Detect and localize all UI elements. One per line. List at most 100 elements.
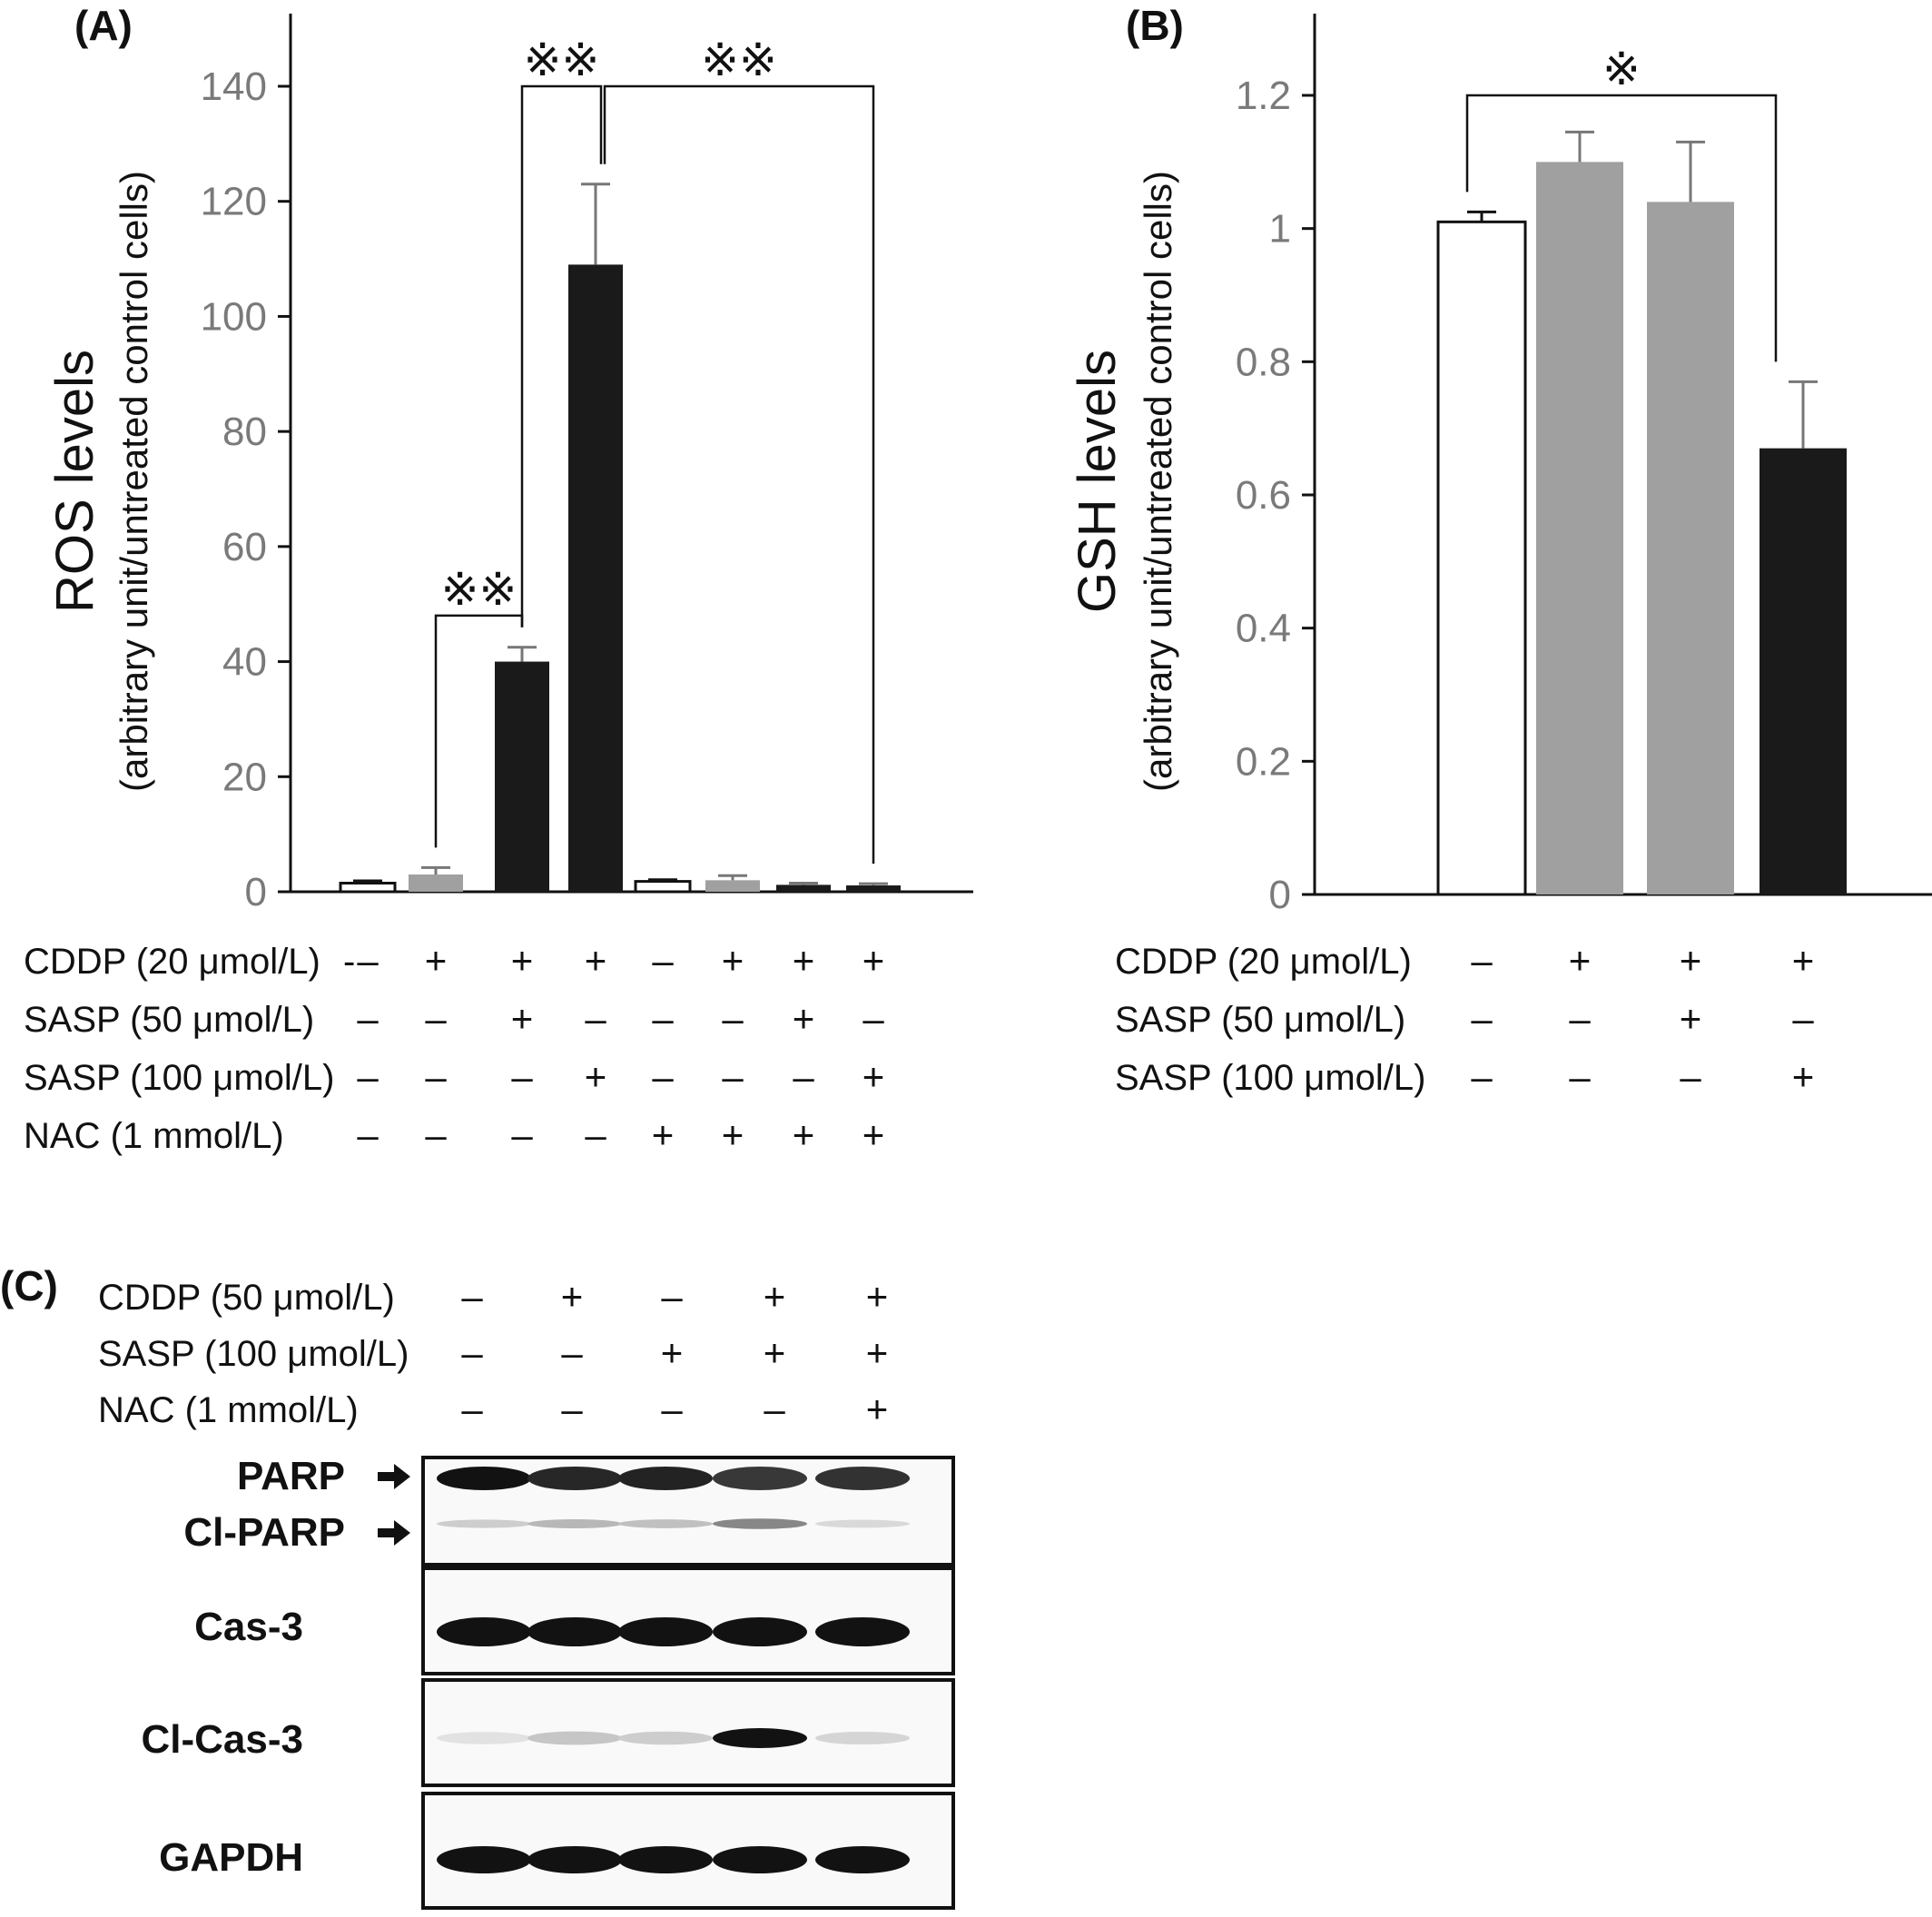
condition-sign: + <box>1680 939 1702 982</box>
blot-condition-sign: – <box>561 1331 583 1374</box>
band-label: PARP <box>237 1454 345 1498</box>
condition-sign: + <box>722 939 744 982</box>
blot-band <box>815 1617 910 1646</box>
condition-sign: – <box>511 1113 533 1156</box>
blot-band <box>527 1519 622 1528</box>
bar <box>705 880 760 892</box>
blot-band <box>713 1617 807 1646</box>
blot-band <box>713 1846 807 1873</box>
condition-sign: – <box>1569 1055 1591 1098</box>
blot-condition-label: NAC (1 mmol/L) <box>98 1390 359 1430</box>
significance-bracket <box>520 84 603 627</box>
condition-sign: + <box>1680 997 1702 1040</box>
condition-sign: – <box>793 1055 814 1098</box>
bar <box>495 661 549 892</box>
condition-sign: + <box>511 939 534 982</box>
blot-band <box>618 1467 713 1490</box>
blot-band <box>815 1467 910 1490</box>
condition-sign: – <box>585 997 606 1040</box>
y-tick-label: 0 <box>1269 873 1291 917</box>
significance-label: ※※ <box>441 563 518 616</box>
blot-condition-sign: + <box>764 1331 786 1374</box>
y-tick-label: 40 <box>222 640 267 685</box>
panel-c: (C) CDDP (50 μmol/L) – + – + + SASP (100 μmol/… <box>0 1262 955 1910</box>
y-tick-label: 60 <box>222 525 267 569</box>
blot-band <box>815 1846 910 1873</box>
condition-sign: – <box>511 1055 533 1098</box>
y-tick-label: 140 <box>201 64 267 109</box>
condition-sign: + <box>793 997 815 1040</box>
bar <box>1647 202 1734 895</box>
condition-sign: – <box>425 1113 447 1156</box>
bar <box>409 874 463 892</box>
y-tick-label: 100 <box>201 294 267 339</box>
condition-sign: – <box>1471 1055 1493 1098</box>
blot-band <box>815 1731 910 1745</box>
significance-bracket <box>1465 94 1778 362</box>
significance-label: ※※ <box>524 34 600 86</box>
y-tick-label: 20 <box>222 755 267 799</box>
condition-sign: + <box>585 1055 607 1098</box>
blot-band <box>437 1846 531 1873</box>
panel-a-y-title: ROS levels <box>45 350 104 613</box>
blot-band <box>437 1519 531 1528</box>
condition-sign: + <box>862 939 885 982</box>
bar <box>776 884 831 892</box>
condition-label: SASP (100 μmol/L) <box>24 1058 334 1098</box>
panel-b-conditions: CDDP (20 μmol/L) – + + + SASP (50 μmol/L) – – + –… <box>1115 939 1814 1098</box>
blot-condition-sign: – <box>461 1388 483 1430</box>
condition-sign: – <box>357 939 379 982</box>
condition-sign: – <box>1792 997 1814 1040</box>
blot-condition-sign: + <box>661 1331 684 1374</box>
y-tick-label: 0 <box>245 870 267 914</box>
blot-condition-sign: + <box>561 1275 584 1318</box>
panel-a-conditions: CDDP (20 μmol/L) – + + + – + + +SASP (50 μmol/L)… <box>24 939 884 1156</box>
condition-sign: + <box>793 1113 815 1156</box>
panel-b-significance: ※ <box>1465 43 1778 362</box>
panel-a-significance: ※※ ※※ ※※ <box>434 34 875 865</box>
blot-condition-sign: – <box>461 1331 483 1374</box>
condition-sign: + <box>862 1113 885 1156</box>
condition-sign: + <box>652 1113 675 1156</box>
condition-sign: – <box>1680 1055 1701 1098</box>
panel-b: (B) GSH levels (arbitrary unit/untreated… <box>1068 2 1932 1098</box>
bar <box>1536 162 1623 895</box>
blot-condition-sign: + <box>866 1331 889 1374</box>
blot-condition-sign: + <box>866 1275 889 1318</box>
blot-band <box>713 1467 807 1490</box>
blot-condition-sign: – <box>764 1388 785 1430</box>
blot-condition-label: CDDP (50 μmol/L) <box>98 1278 395 1318</box>
band-label: GAPDH <box>159 1835 303 1880</box>
blot-condition-sign: – <box>561 1388 583 1430</box>
condition-sign: – <box>652 939 674 982</box>
y-tick-label: 1 <box>1269 207 1291 252</box>
blot-band <box>527 1731 622 1745</box>
significance-label: ※※ <box>701 34 777 86</box>
condition-sign: + <box>793 939 815 982</box>
condition-sign: + <box>585 939 607 982</box>
blot-band <box>437 1617 531 1646</box>
condition-sign: + <box>425 939 448 982</box>
bar <box>1436 220 1527 896</box>
band-arrow <box>378 1464 410 1489</box>
blot-band <box>437 1467 531 1490</box>
blot-condition-label: SASP (100 μmol/L) <box>98 1334 409 1374</box>
panel-a-y-subtitle: (arbitrary unit/untreated control cells) <box>113 171 155 792</box>
blot-condition-sign: + <box>866 1388 889 1430</box>
panel-c-blots: PARP Cl-PARP Cas-3 Cl-Cas-3 GAPDH <box>142 1454 955 1910</box>
panel-a-bars <box>339 183 901 894</box>
y-tick-label: 120 <box>201 180 267 224</box>
y-tick-label: 0.4 <box>1236 607 1291 651</box>
panel-b-label: (B) <box>1126 2 1184 49</box>
blot-band <box>618 1519 713 1528</box>
panel-c-label: (C) <box>0 1262 58 1309</box>
condition-sign: – <box>652 1055 674 1098</box>
band-label: Cl-PARP <box>183 1510 345 1555</box>
condition-sign: – <box>722 1055 744 1098</box>
bar <box>1760 448 1847 894</box>
panel-a-stray-mark: - <box>343 942 355 982</box>
panel-b-y-title: GSH levels <box>1068 350 1127 613</box>
condition-sign: – <box>585 1113 606 1156</box>
blot-band <box>618 1731 713 1745</box>
condition-sign: + <box>722 1113 744 1156</box>
